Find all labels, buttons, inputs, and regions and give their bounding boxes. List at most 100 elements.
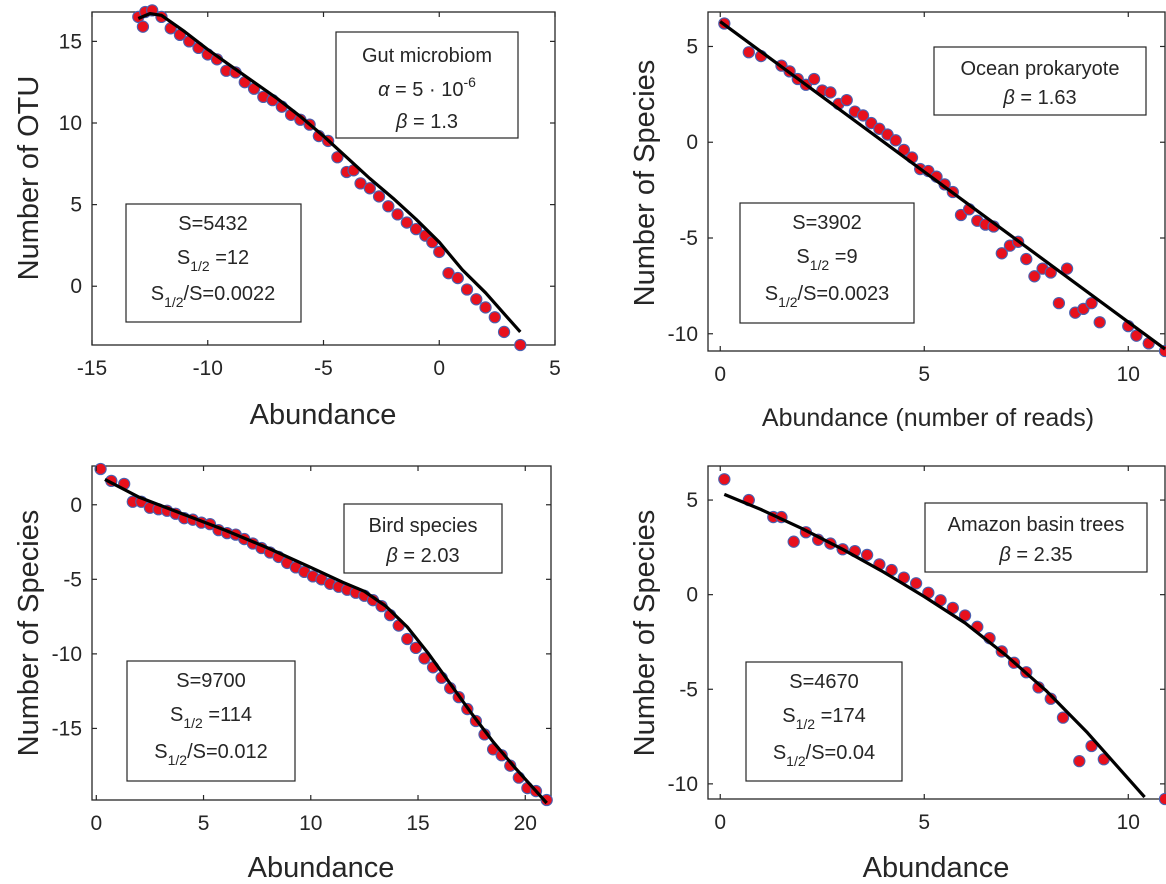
beta-line: β = 2.35	[998, 544, 1072, 566]
x-tick-label: 5	[549, 357, 561, 380]
y-tick-label: -10	[52, 643, 82, 666]
data-point	[391, 208, 404, 221]
fit-curve	[137, 12, 522, 333]
half-ratio-value: /S=0.0022	[184, 283, 276, 305]
beta-symbol: β	[1002, 87, 1014, 109]
stats-box: S=5432 S1/2 =12 S1/2/S=0.0022	[125, 203, 302, 323]
data-point	[514, 338, 527, 352]
alpha-exponent: -6	[463, 74, 476, 90]
y-tick-label: 0	[686, 584, 698, 607]
y-tick-label: 0	[686, 131, 698, 154]
panel-gut-microbiom: -15 -10 -5 0 5 0 5 10 15 Gut microbiom α = 5 · 1…	[13, 4, 561, 431]
y-axis-label: Number of Species	[629, 510, 661, 757]
stats-box-frame	[745, 661, 903, 782]
half-ratio: S1/2/S=0.04	[773, 742, 875, 769]
name-box-title: Bird species	[369, 515, 478, 537]
beta-value: = 1.63	[1015, 87, 1077, 109]
species-count: S=3902	[792, 212, 862, 234]
data-point	[363, 182, 376, 195]
half-ratio-base: S	[154, 741, 167, 763]
axis-ticks: 0 5 10 15 20 0 -5 -10 -15	[52, 466, 551, 835]
name-box: Ocean prokaryote β = 1.63	[933, 46, 1147, 116]
x-axis-label: Abundance (number of reads)	[762, 404, 1094, 432]
data-point	[1056, 711, 1070, 724]
x-axis-label: Abundance	[863, 852, 1010, 884]
data-point	[1085, 296, 1098, 310]
x-tick-label: 10	[1117, 363, 1140, 386]
data-point	[824, 86, 837, 99]
y-tick-label: 10	[59, 112, 82, 135]
beta-symbol: β	[385, 545, 397, 567]
data-point	[451, 271, 464, 285]
data-point	[1028, 270, 1041, 283]
y-tick-label: -5	[63, 568, 82, 591]
y-tick-label: -5	[679, 678, 698, 701]
half-count-sub: 1/2	[190, 258, 210, 274]
data-point	[1052, 296, 1066, 310]
data-point	[372, 190, 386, 203]
species-count: S=9700	[176, 670, 246, 692]
data-point	[860, 548, 874, 562]
data-point	[742, 46, 755, 59]
data-point	[470, 293, 483, 306]
beta-value: = 1.3	[407, 111, 458, 133]
half-ratio-value: /S=0.04	[806, 742, 876, 764]
name-box: Gut microbiom α = 5 · 10-6 β = 1.3	[335, 31, 519, 139]
half-count-base: S	[796, 246, 809, 268]
half-count-base: S	[782, 705, 795, 727]
plot-marks	[718, 473, 1166, 806]
y-tick-label: 0	[70, 275, 82, 298]
half-count-value: =114	[203, 704, 252, 726]
data-point	[1093, 316, 1106, 329]
half-count: S1/2 =9	[796, 246, 857, 273]
name-box-frame	[335, 31, 519, 139]
data-point	[718, 473, 731, 486]
y-tick-label: -5	[679, 227, 698, 250]
data-point	[488, 311, 501, 324]
stats-box-frame	[739, 202, 915, 324]
data-point	[856, 109, 870, 122]
x-axis-label: Abundance	[248, 852, 395, 884]
name-box: Amazon basin trees β = 2.35	[924, 502, 1148, 573]
half-count: S1/2 =174	[782, 705, 865, 732]
y-tick-label: 5	[70, 194, 82, 217]
y-tick-label: -15	[52, 717, 82, 740]
x-tick-label: -10	[193, 357, 223, 380]
half-ratio-base: S	[773, 742, 786, 764]
fit-curve	[719, 20, 1166, 351]
half-ratio-sub: 1/2	[164, 294, 184, 310]
half-ratio-value: /S=0.0023	[798, 283, 890, 305]
alpha-value: = 5 · 10	[390, 79, 464, 101]
name-box-title: Gut microbiom	[362, 45, 492, 67]
data-point	[1020, 252, 1033, 266]
half-ratio-sub: 1/2	[778, 294, 798, 310]
beta-line: β = 1.3	[395, 111, 458, 133]
half-count-base: S	[177, 247, 190, 269]
half-count: S1/2 =114	[170, 704, 252, 731]
beta-value: = 2.35	[1011, 544, 1073, 566]
data-point	[382, 200, 395, 213]
y-tick-label: -10	[668, 323, 698, 346]
half-ratio: S1/2/S=0.0022	[151, 283, 276, 310]
data-point	[409, 222, 423, 236]
x-tick-label: 0	[714, 363, 726, 386]
half-count-sub: 1/2	[183, 715, 203, 731]
data-point	[497, 325, 511, 339]
data-point	[889, 134, 902, 147]
name-box-frame	[933, 46, 1147, 116]
x-tick-label: 5	[198, 812, 210, 835]
half-ratio-sub: 1/2	[786, 753, 806, 769]
data-point	[1130, 329, 1143, 342]
half-ratio-base: S	[765, 283, 778, 305]
x-tick-label: 5	[918, 363, 930, 386]
name-box-title: Ocean prokaryote	[961, 58, 1120, 80]
x-axis-label: Abundance	[250, 399, 397, 431]
data-point	[136, 20, 150, 33]
y-tick-label: 0	[70, 494, 82, 517]
y-axis-label: Number of OTU	[13, 76, 45, 281]
stats-box: S=9700 S1/2 =114 S1/2/S=0.012	[126, 660, 296, 782]
data-point	[1060, 262, 1074, 275]
half-ratio-base: S	[151, 283, 164, 305]
